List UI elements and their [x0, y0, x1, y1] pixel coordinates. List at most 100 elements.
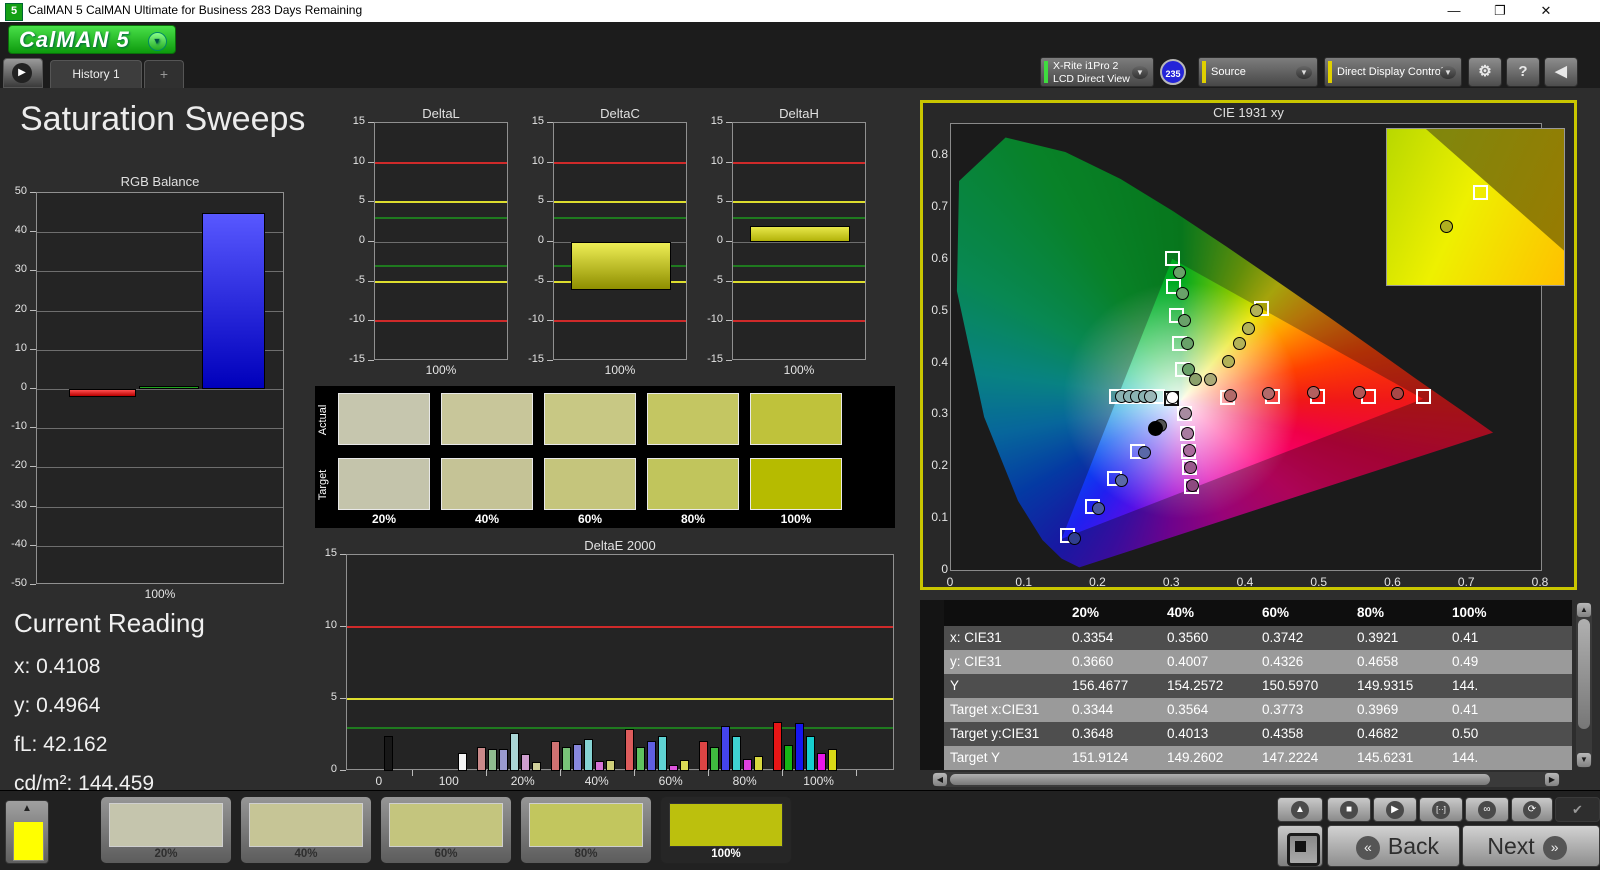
y-axis-tick — [30, 584, 36, 585]
scroll-down-icon[interactable]: ▼ — [1577, 753, 1591, 767]
table-row: Target y:CIE31 0.3648 0.4013 0.4358 0.4682 0.… — [920, 722, 1572, 746]
target-swatch — [338, 458, 430, 510]
y-axis-tick — [30, 309, 36, 311]
continuous-read-button[interactable]: ∞ — [1465, 797, 1509, 822]
next-button[interactable]: Next» — [1462, 825, 1600, 867]
y-axis-tick — [30, 505, 36, 507]
limit-line — [554, 161, 686, 164]
cie-measurement-point — [1182, 444, 1196, 458]
patch-button-20[interactable]: 20% — [100, 796, 232, 864]
swatch-row-label: Actual — [317, 404, 329, 436]
x-axis-tick-label: 0 — [946, 575, 954, 589]
y-axis-tick — [340, 626, 346, 627]
delta-e-bar — [720, 725, 730, 771]
table-header-cell: 40% — [1167, 605, 1195, 620]
table-cell: 0.4658 — [1357, 654, 1399, 669]
y-axis-tick — [30, 270, 36, 272]
meter-count-badge[interactable]: 235 — [1160, 59, 1186, 85]
y-axis-tick-label: 0.5 — [931, 302, 948, 317]
cie-measurement-point — [1185, 479, 1199, 493]
y-axis-tick — [726, 360, 732, 361]
limit-line — [347, 626, 893, 628]
back-button[interactable]: «Back — [1327, 825, 1460, 867]
x-axis-label: 100% — [144, 587, 176, 601]
patch-button-60[interactable]: 60% — [380, 796, 512, 864]
delta-e-bar — [657, 736, 667, 771]
calman-logo[interactable]: CalMAN 5 ▼ — [8, 25, 176, 54]
stop-measure-button[interactable] — [1277, 825, 1323, 867]
pattern-up-button[interactable]: ▲ — [1277, 797, 1323, 822]
help-button[interactable]: ? — [1506, 57, 1540, 87]
y-axis-tick-label: 10 — [531, 154, 544, 167]
restore-button[interactable]: ❐ — [1494, 3, 1506, 18]
y-axis-tick-label: -15 — [349, 353, 365, 365]
y-axis-tick — [30, 427, 36, 429]
cie-measurement-point — [1249, 304, 1263, 318]
window-title: CalMAN 5 CalMAN Ultimate for Business 28… — [28, 3, 363, 17]
limit-line — [733, 320, 865, 323]
settings-button[interactable]: ⚙ — [1468, 57, 1502, 87]
swatch-column-label: 100% — [780, 512, 812, 526]
gridline — [37, 428, 283, 430]
meter-dropdown[interactable]: X-Rite i1Pro 2 LCD Direct View ▼ — [1040, 57, 1154, 87]
bottom-bar: ▲ ▲ ■ ▶ [··] ∞ ⟳ ✔ «Back Next» 20% 40% 60%… — [0, 790, 1600, 870]
y-axis-tick-label: -40 — [11, 537, 27, 550]
display-control-dropdown[interactable]: Direct Display Control ▼ — [1324, 57, 1462, 87]
table-row-handle — [920, 674, 944, 698]
table-row-handle — [920, 650, 944, 674]
scrollbar-thumb[interactable] — [950, 774, 1490, 785]
swatch-column-label: 80% — [680, 512, 706, 526]
table-cell: 0.3742 — [1262, 630, 1304, 645]
current-reading-x: x: 0.4108 — [14, 655, 101, 678]
tab-history-1[interactable]: History 1 — [50, 60, 142, 88]
scroll-up-icon[interactable]: ▲ — [1577, 603, 1591, 617]
limit-line — [733, 217, 865, 220]
read-series-button[interactable]: [··] — [1419, 797, 1463, 822]
table-cell: 0.4326 — [1262, 654, 1304, 669]
x-axis-tick-label: 0.8 — [1531, 575, 1549, 589]
cie-measurement-point — [1353, 386, 1367, 400]
chart-title: DeltaE 2000 — [584, 538, 656, 553]
play-button[interactable]: ▶ — [1373, 797, 1417, 822]
expand-up-icon: ▲ — [22, 803, 32, 814]
layout-nav-button[interactable]: ▶ — [3, 58, 43, 88]
cie-target-square — [1415, 389, 1431, 405]
scroll-right-icon[interactable]: ▶ — [1545, 773, 1559, 786]
cie-measurement-point — [1204, 373, 1218, 387]
table-horizontal-scrollbar[interactable]: ◀ ▶ — [932, 772, 1560, 787]
cie-measurement-point — [1173, 265, 1187, 279]
table-cell: Y — [950, 678, 960, 693]
delta-e-bar — [635, 747, 645, 771]
patch-label: 20% — [154, 848, 178, 860]
y-axis-tick — [726, 320, 732, 322]
current-patch-indicator[interactable]: ▲ — [5, 800, 49, 864]
close-button[interactable]: ✕ — [1540, 3, 1552, 18]
x-axis-tick-label: 0.7 — [1457, 575, 1475, 589]
stop-button[interactable]: ■ — [1327, 797, 1371, 822]
logo-dropdown-icon[interactable]: ▼ — [148, 32, 167, 51]
y-axis-tick-label: -10 — [349, 313, 365, 326]
source-dropdown[interactable]: Source ▼ — [1198, 57, 1318, 87]
patch-button-40[interactable]: 40% — [240, 796, 372, 864]
cie-measurement-point — [1166, 391, 1180, 405]
minimize-button[interactable]: — — [1447, 3, 1461, 18]
current-patch-swatch — [13, 821, 44, 861]
patch-button-80[interactable]: 80% — [520, 796, 652, 864]
cie-measurement-point — [1232, 337, 1246, 351]
x-axis-tick-label: 0.3 — [1162, 575, 1180, 589]
y-axis-tick-label: 10 — [352, 154, 365, 167]
cie-measurement-point — [1180, 337, 1194, 351]
table-vertical-scrollbar[interactable]: ▲ ▼ — [1576, 602, 1592, 768]
scrollbar-thumb[interactable] — [1578, 619, 1590, 729]
loop-button[interactable]: ⟳ — [1511, 797, 1553, 822]
y-axis-tick — [30, 466, 36, 468]
y-axis-tick-label: 40 — [14, 224, 27, 237]
tab-add-button[interactable]: + — [144, 60, 184, 88]
patch-button-100[interactable]: 100% — [660, 796, 792, 864]
cie-measurement-point — [1179, 406, 1193, 420]
cie-inset-out-of-gamut-region — [1425, 129, 1564, 251]
collapse-panel-button[interactable]: ◀ — [1544, 57, 1578, 87]
accept-reading-button[interactable]: ✔ — [1555, 797, 1600, 822]
scroll-left-icon[interactable]: ◀ — [933, 773, 947, 786]
